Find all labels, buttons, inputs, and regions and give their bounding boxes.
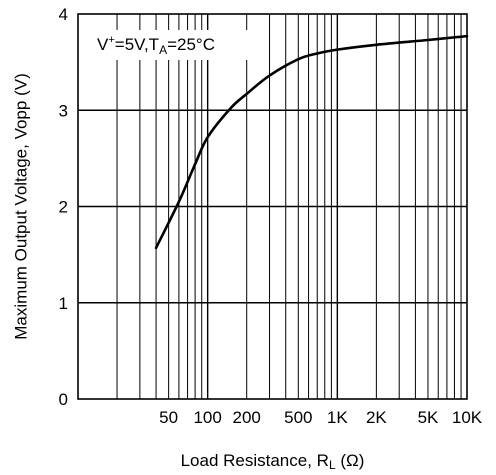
x-axis-title: Load Resistance, RL (Ω) [181,451,365,472]
grid [78,14,467,399]
x-tick-labels: 50 100 200 500 1K 2K 5K 10K [159,408,483,427]
x-tick-label: 50 [159,408,178,427]
x-tick-label: 500 [284,408,312,427]
y-axis-title: Maximum Output Voltage, Vopp (V) [11,73,30,339]
x-tick-label: 200 [233,408,261,427]
x-axis-title-unit: (Ω) [336,451,365,470]
y-tick-labels: 0 1 2 3 4 [59,5,68,409]
annotation-v-rest: =5V,T [115,35,159,54]
x-axis-title-sub: L [329,458,336,472]
annotation-t-rest: =25°C [167,35,215,54]
x-tick-label: 100 [193,408,221,427]
annotation-text: V+=5V,TA=25°C [97,34,215,57]
x-tick-label: 1K [327,408,348,427]
annotation-v: V [97,35,109,54]
x-tick-label: 10K [452,408,483,427]
annotation-v-sup: + [108,34,114,46]
y-tick-label: 2 [59,198,68,217]
annotation: V+=5V,TA=25°C [90,30,256,60]
series-line [154,34,469,250]
x-tick-label: 5K [418,408,439,427]
curve-layer [154,34,469,250]
annotation-background [90,30,256,60]
annotation-t-sub: A [159,43,167,57]
y-tick-label: 1 [59,294,68,313]
x-tick-label: 2K [366,408,387,427]
x-axis-title-main: Load Resistance, R [181,451,329,470]
plot-frame [77,13,468,400]
y-tick-label: 4 [59,5,68,24]
y-tick-label: 3 [59,101,68,120]
y-tick-label: 0 [59,390,68,409]
